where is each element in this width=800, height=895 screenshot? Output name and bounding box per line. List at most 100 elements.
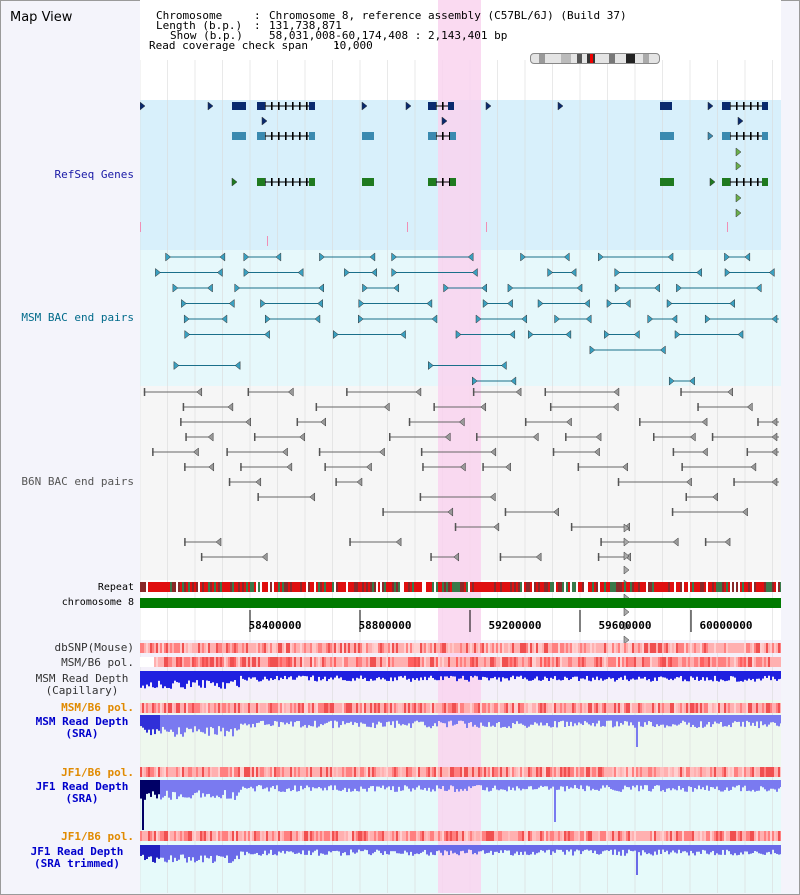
repeat-segment — [568, 582, 570, 592]
jf1-depth-trimmed-bar — [360, 845, 362, 852]
jf1-depth-trimmed-bar — [554, 845, 556, 853]
jf1-b6-pol-trimmed-cell — [528, 831, 530, 841]
jf1-depth-sra-bar — [506, 780, 508, 792]
track-plot-area[interactable] — [140, 0, 781, 893]
msm-b6-pol-sra-cell — [562, 703, 564, 713]
jf1-b6-pol-cell — [144, 767, 146, 777]
msm-depth-capillary-bar — [646, 671, 648, 681]
jf1-depth-sra-bar — [256, 780, 258, 787]
dbsnp-cell — [254, 643, 256, 653]
dbsnp-cell — [680, 643, 682, 653]
jf1-b6-pol-trimmed-cell — [400, 831, 402, 841]
jf1-depth-trimmed-bar — [690, 845, 692, 851]
b6n-bac-end — [750, 462, 757, 472]
jf1-b6-pol-trimmed-cell — [658, 831, 660, 841]
msm-b6-pol-cell — [640, 657, 642, 667]
msm-depth-sra-bar — [528, 715, 530, 727]
msm-b6-pol-cell — [420, 657, 422, 667]
jf1-depth-sra-bar — [180, 780, 182, 795]
msm-b6-pol-cell — [426, 657, 428, 667]
msm-depth-sra-bar — [510, 715, 512, 729]
dbsnp-cell — [524, 643, 526, 653]
jf1-b6-pol-trimmed-cell — [386, 831, 388, 841]
dbsnp-cell — [598, 643, 600, 653]
msm-b6-pol-cell — [386, 657, 388, 667]
msm-depth-capillary-bar — [392, 671, 394, 682]
msm-depth-capillary-bar — [356, 671, 358, 678]
msm-bac-end — [501, 360, 507, 371]
b6n-bac-end — [299, 432, 305, 442]
msm-b6-pol-cell — [414, 657, 416, 667]
jf1-b6-pol-cell — [546, 767, 548, 777]
b6n-bac-end — [379, 447, 385, 457]
repeat-segment — [728, 582, 730, 592]
msm-depth-sra-bar — [378, 715, 380, 722]
dbsnp-cell — [382, 643, 384, 653]
msm-b6-pol-cell — [412, 657, 414, 667]
track-plot-svg[interactable] — [140, 0, 781, 893]
msm-b6-pol-cell — [724, 657, 726, 667]
chromosome-ideogram[interactable] — [530, 53, 660, 64]
msm-b6-pol-cell — [664, 657, 666, 667]
msm-b6-pol-cell — [422, 657, 424, 667]
b6n-bac-end — [549, 403, 552, 411]
msm-depth-sra-bar — [166, 715, 168, 732]
dbsnp-cell — [630, 643, 632, 653]
msm-depth-sra-bar — [498, 715, 500, 722]
repeat-segment — [556, 582, 558, 592]
msm-bac-end — [172, 283, 179, 293]
msm-depth-sra-bar — [192, 715, 194, 733]
msm-b6-pol-sra-cell — [752, 703, 754, 713]
jf1-depth-sra-bar — [238, 780, 240, 793]
jf1-b6-pol-cell — [320, 767, 322, 777]
msm-b6-pol-cell — [348, 657, 350, 667]
msm-depth-sra-bar — [388, 715, 390, 722]
msm-b6-pol-sra-cell — [580, 703, 582, 713]
jf1-b6-pol-cell — [252, 767, 254, 777]
repeat-segment — [480, 582, 482, 592]
dbsnp-cell — [408, 643, 410, 653]
jf1-b6-pol-cell — [680, 767, 682, 777]
jf1-b6-pol-trimmed-cell — [220, 831, 222, 841]
jf1-b6-pol-cell — [516, 767, 518, 777]
jf1-b6-pol-trimmed-cell — [254, 831, 256, 841]
jf1-depth-sra-bar — [392, 780, 394, 787]
jf1-depth-trimmed-bar — [648, 845, 650, 854]
msm-b6-pol-sra-cell — [602, 703, 604, 713]
msm-bac-end — [391, 252, 398, 262]
jf1-depth-trimmed-bar — [538, 845, 540, 853]
msm-depth-sra-bar — [178, 715, 180, 728]
repeat-segment — [444, 582, 446, 592]
msm-b6-pol-cell — [226, 657, 228, 667]
jf1-depth-sra-bar — [706, 780, 708, 786]
dbsnp-cell — [366, 643, 368, 653]
jf1-depth-sra-bar — [438, 780, 440, 789]
b6n-bac-end — [257, 493, 259, 501]
chromosome-bar — [140, 598, 781, 608]
msm-depth-sra-bar — [390, 715, 392, 726]
jf1-b6-pol-trimmed-cell — [642, 831, 644, 841]
show-header: Show (b.p.) 58,031,008-60,174,408 : 2,14… — [150, 30, 507, 61]
msm-depth-capillary-bar — [472, 671, 474, 678]
msm-bac-end — [563, 252, 570, 262]
length-label: Length (b.p.) — [156, 19, 243, 32]
msm-depth-capillary-bar — [616, 671, 618, 681]
ruler-tick-label: 58800000 — [358, 619, 412, 632]
msm-b6-pol-sra-cell — [410, 703, 412, 713]
b6n-bac-end — [389, 433, 391, 441]
jf1-b6-pol-cell — [140, 767, 142, 777]
jf1-depth-trimmed-bar — [258, 845, 260, 856]
msm-depth-sra-bar — [372, 715, 374, 723]
jf1-b6-pol-cell — [306, 767, 308, 777]
dbsnp-cell — [336, 643, 338, 653]
jf1-b6-pol-trimmed-cell — [478, 831, 480, 841]
msm-depth-sra-bar — [344, 715, 346, 725]
dbsnp-cell — [612, 643, 614, 653]
jf1-depth-sra-bar — [312, 780, 314, 788]
jf1-b6-pol-trimmed-cell — [780, 831, 781, 841]
jf1-depth-trimmed-bar — [472, 845, 474, 855]
msm-b6-pol-sra-cell — [758, 703, 760, 713]
jf1-depth-trimmed-bar — [328, 845, 330, 852]
msm-depth-capillary-bar — [706, 671, 708, 678]
repeat-segment — [610, 582, 612, 592]
